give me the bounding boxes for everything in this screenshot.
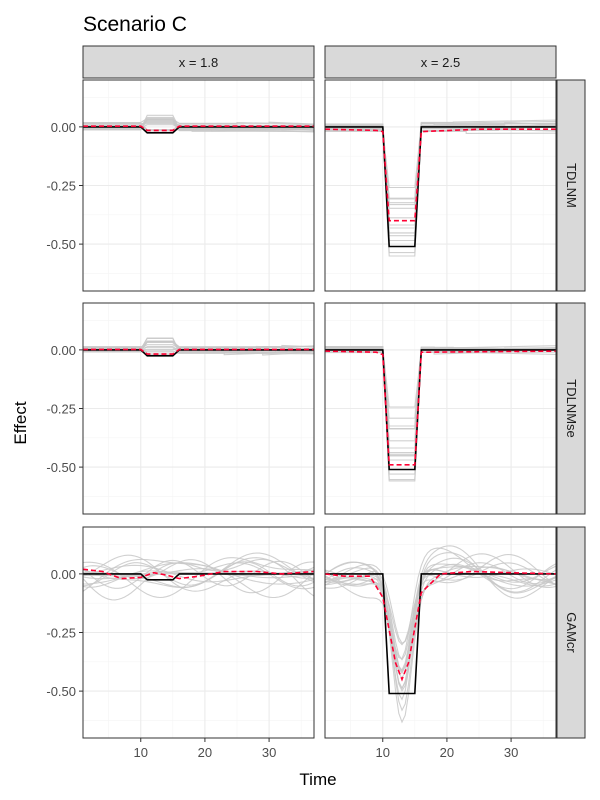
- replicate-line: [325, 347, 556, 408]
- y-tick-label: 0.00: [51, 567, 76, 582]
- col-strip-x-2-5: [324, 45, 557, 79]
- replicate-line: [325, 122, 556, 206]
- replicate-line: [325, 552, 556, 701]
- replicate-line: [325, 568, 556, 674]
- replicate-line: [83, 558, 314, 599]
- y-tick-label: -0.25: [46, 179, 76, 194]
- replicate-line: [325, 124, 556, 226]
- panel-tdlnm-x-2-5: [324, 79, 557, 292]
- replicate-line: [83, 552, 314, 589]
- y-tick-label: -0.50: [46, 684, 76, 699]
- panel-plot-area: [83, 337, 314, 357]
- row-strip-tdlnm: [556, 79, 586, 292]
- y-tick-label: -0.25: [46, 626, 76, 641]
- row-strip-label-tdlnmse: TDLNMse: [564, 379, 579, 438]
- replicate-line: [325, 561, 556, 690]
- replicate-line: [83, 337, 314, 356]
- x-tick-label: 20: [198, 745, 212, 760]
- row-strip-label-tdlnm: TDLNM: [564, 163, 579, 208]
- panel-border: [324, 526, 557, 739]
- x-tick-label: 10: [134, 745, 148, 760]
- panel-gamcr-x-2-5: 10 20 30: [324, 526, 557, 760]
- x-axis-title: Time: [299, 770, 336, 789]
- y-tick-label: 0.00: [51, 120, 76, 135]
- replicate-line: [325, 565, 556, 680]
- panel-plot-area: [83, 114, 314, 134]
- y-tick-label: -0.50: [46, 237, 76, 252]
- chart-title: Scenario C: [83, 13, 187, 36]
- truth-line: [83, 573, 314, 581]
- replicate-line: [325, 346, 556, 430]
- x-tick-label: 30: [504, 745, 518, 760]
- mean-estimate-line: [83, 568, 314, 580]
- col-strip-x-1-8: [82, 45, 315, 79]
- replicate-line: [325, 125, 556, 237]
- replicate-line: [325, 347, 556, 481]
- mean-estimate-line: [325, 570, 556, 682]
- replicate-line: [325, 124, 556, 254]
- replicate-line: [325, 346, 556, 449]
- mean-estimate-line: [83, 348, 314, 355]
- replicate-line: [325, 123, 556, 219]
- replicate-line: [325, 127, 556, 229]
- row-strip-label-gamcr: GAMcr: [564, 612, 579, 653]
- col-strip-label-x-2-5: x = 2.5: [421, 55, 460, 70]
- replicate-line: [325, 124, 556, 209]
- panel-plot-area: [325, 119, 556, 257]
- replicate-line: [325, 122, 556, 234]
- replicate-line: [325, 348, 556, 430]
- replicate-line: [325, 348, 556, 475]
- replicate-line: [325, 122, 556, 200]
- panel-plot-area: [325, 545, 556, 724]
- replicate-line: [83, 558, 314, 601]
- row-strip-gamcr: [556, 526, 586, 739]
- mean-estimate-line: [325, 350, 556, 466]
- replicate-line: [325, 545, 556, 671]
- y-axis-title: Effect: [11, 401, 30, 444]
- mean-estimate-line: [325, 128, 556, 222]
- replicate-line: [325, 122, 556, 204]
- panel-gamcr-x-1-8: 0.00 -0.25 -0.50 10 20 30: [46, 526, 315, 760]
- panels-layer: x = 1.8 x = 2.5 TDLNM TDLNMse GAMcr 0.00 -0.25…: [46, 45, 586, 760]
- replicate-line: [325, 346, 556, 442]
- row-strip-tdlnmse: [556, 302, 586, 515]
- y-tick-label: 0.00: [51, 343, 76, 358]
- mean-estimate-line: [83, 125, 314, 132]
- replicate-line: [83, 559, 314, 589]
- replicate-line: [325, 124, 556, 234]
- panel-tdlnmse-x-2-5: [324, 302, 557, 515]
- col-strip-label-x-1-8: x = 1.8: [179, 55, 218, 70]
- replicate-line: [325, 347, 556, 427]
- truth-line: [325, 349, 556, 471]
- y-tick-label: -0.50: [46, 460, 76, 475]
- replicate-line: [325, 553, 556, 646]
- x-tick-label: 10: [376, 745, 390, 760]
- panel-tdlnmse-x-1-8: 0.00 -0.25 -0.50: [46, 302, 315, 515]
- x-tick-label: 20: [440, 745, 454, 760]
- y-tick-label: -0.25: [46, 402, 76, 417]
- panel-tdlnm-x-1-8: 0.00 -0.25 -0.50: [46, 79, 315, 292]
- truth-line: [325, 126, 556, 248]
- replicate-line: [325, 562, 556, 661]
- panel-plot-area: [325, 345, 556, 482]
- x-tick-label: 30: [262, 745, 276, 760]
- replicate-line: [325, 566, 556, 712]
- replicate-line: [325, 346, 556, 455]
- panel-border: [324, 79, 557, 292]
- replicate-line: [325, 351, 556, 482]
- replicate-line: [325, 124, 556, 257]
- replicate-line: [325, 345, 556, 457]
- replicate-line: [325, 345, 556, 419]
- panel-plot-area: [83, 552, 314, 601]
- replicate-line: [325, 349, 556, 461]
- panel-border: [324, 302, 557, 515]
- replicate-line: [325, 351, 556, 457]
- replicate-line: [325, 346, 556, 454]
